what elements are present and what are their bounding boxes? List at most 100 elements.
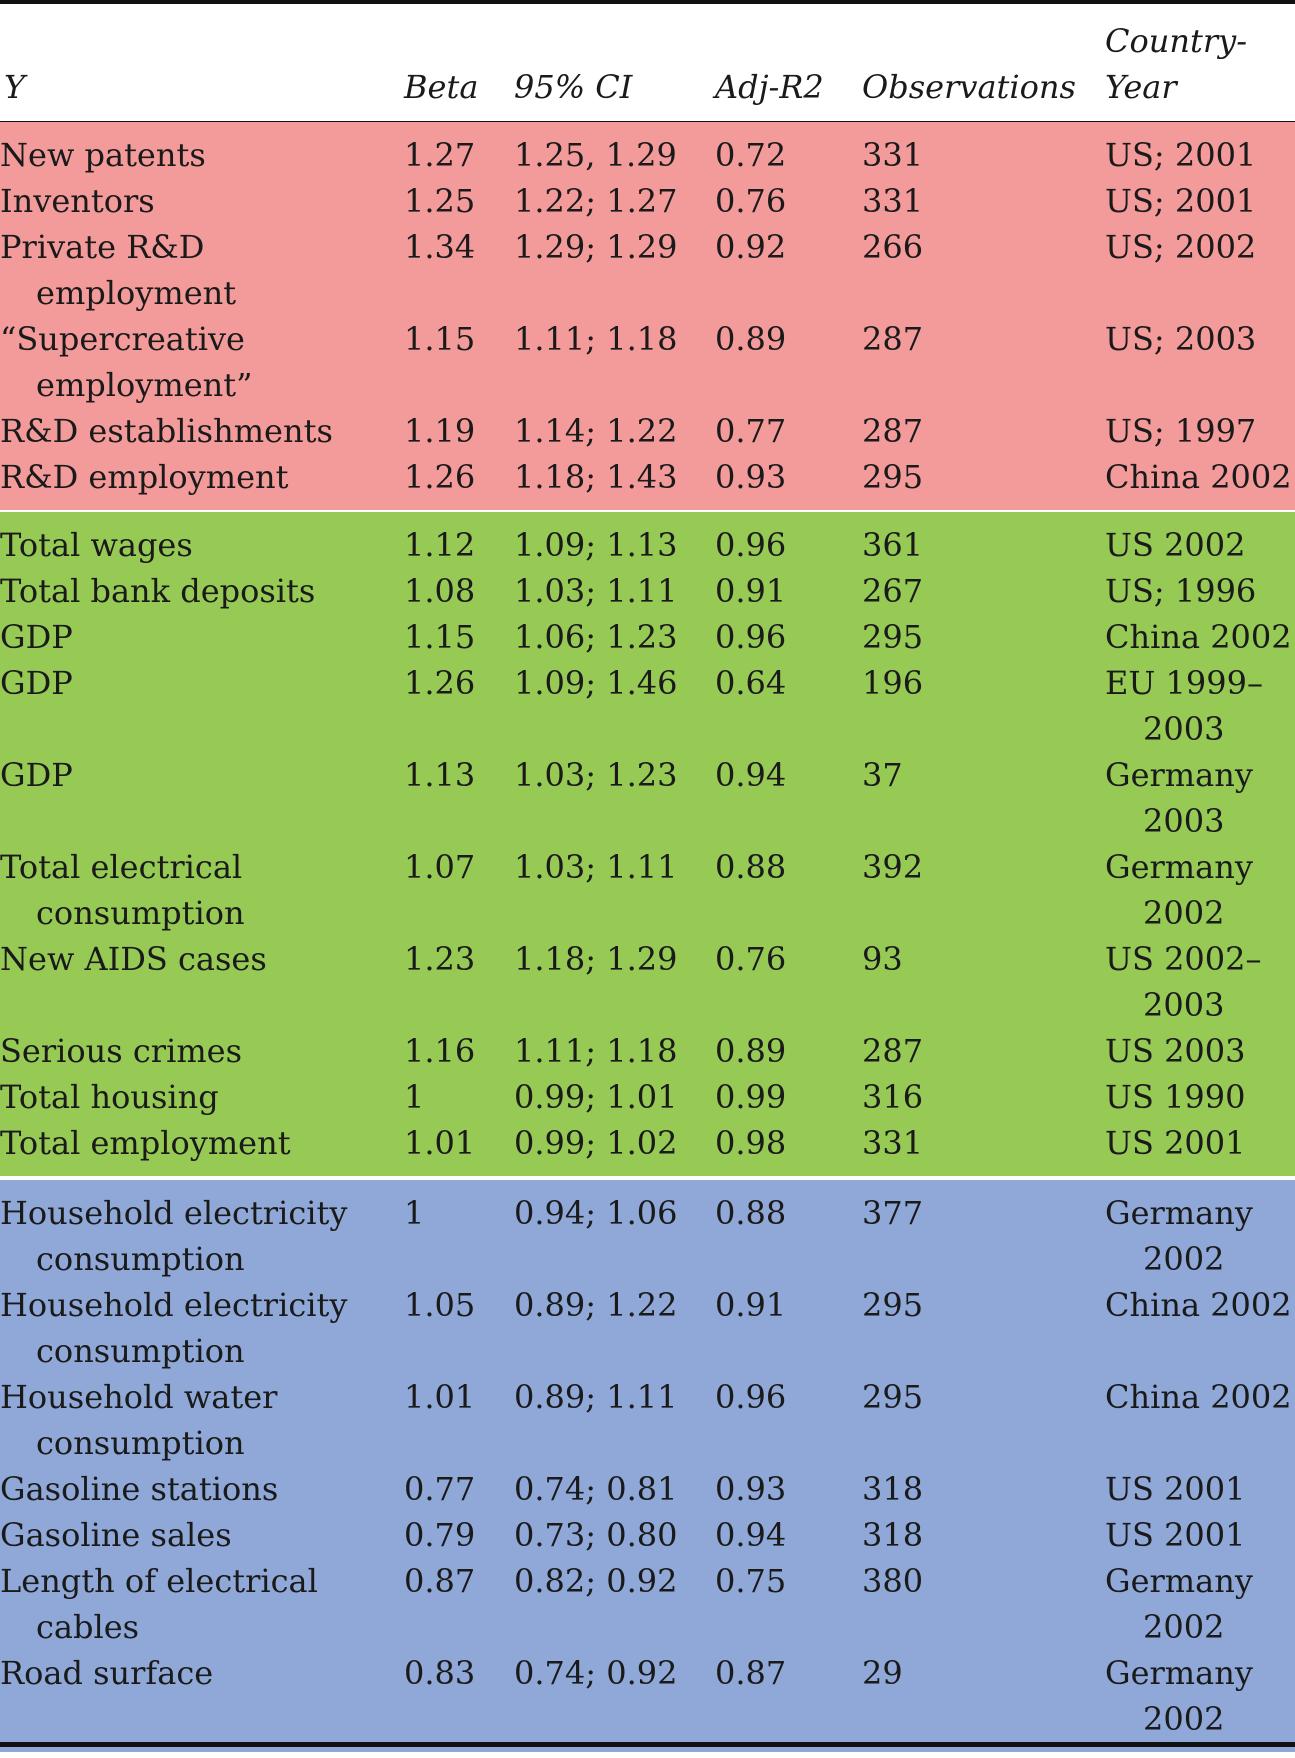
cell-ci: 0.74; 0.92 [514,1654,678,1692]
header-country-year-line-1: Country- [1105,22,1248,60]
cell-ci: 0.82; 0.92 [514,1562,678,1600]
header-y: Y [4,68,26,106]
group-band-1 [0,122,1295,510]
cell-y: Total bank deposits [0,572,316,610]
table-row: Gasoline stations 0.77 0.74; 0.81 0.93 318 US… [0,1466,1295,1512]
cell-ci: 0.89; 1.22 [514,1286,678,1324]
cell-adj-r2: 0.94 [715,756,787,794]
cell-observations: 361 [862,526,924,564]
table-row: R&D employment 1.26 1.18; 1.43 0.93 295 China… [0,454,1295,500]
cell-ci: 0.73; 0.80 [514,1516,678,1554]
cell-y: Total employment [0,1124,291,1162]
cell-observations: 295 [862,458,924,496]
cell-adj-r2: 0.72 [715,136,787,174]
table-row: New AIDS cases 1.23 1.18; 1.29 0.76 93 US 200… [0,936,1295,1028]
cell-observations: 377 [862,1194,924,1232]
cell-country-year: China 2002 [1105,458,1292,496]
cell-country-year: China 2002 [1105,1378,1292,1416]
cell-country-year: China 2002 [1105,618,1292,656]
table-row: Serious crimes 1.16 1.11; 1.18 0.89 287 US 20… [0,1028,1295,1074]
table-row: Total housing 1 0.99; 1.01 0.99 316 US 1990 [0,1074,1295,1120]
cell-observations: 93 [862,940,903,978]
cell-beta: 1.27 [404,136,476,174]
cell-observations: 266 [862,228,924,266]
cell-ci: 1.11; 1.18 [514,320,678,358]
table-row: Total electrical consumption 1.07 1.03; 1.… [0,844,1295,936]
cell-adj-r2: 0.91 [715,1286,787,1324]
cell-country-year-line-1: US 2002– [1105,940,1262,978]
cell-ci: 1.03; 1.23 [514,756,678,794]
cell-beta: 1.25 [404,182,476,220]
cell-y: Total housing [0,1078,219,1116]
cell-beta: 1.15 [404,320,476,358]
cell-ci: 1.11; 1.18 [514,1032,678,1070]
cell-country-year-line-2: 2003 [1143,802,1225,840]
cell-y: Private R&D employment [0,228,237,312]
cell-observations: 267 [862,572,924,610]
table-row: Inventors 1.25 1.22; 1.27 0.76 331 US; 2001 [0,178,1295,224]
cell-beta: 1.16 [404,1032,476,1070]
cell-country-year: US; 2002 [1105,228,1257,266]
cell-country-year: US; 2001 [1105,182,1257,220]
cell-country-year: US; 1996 [1105,572,1257,610]
cell-ci: 1.09; 1.46 [514,664,678,702]
group-band-2 [0,512,1295,1176]
cell-y: GDP [0,618,73,656]
cell-beta: 1.05 [404,1286,476,1324]
cell-observations: 331 [862,136,924,174]
cell-y: “Supercreative employment” [0,320,253,404]
cell-beta: 1.23 [404,940,476,978]
cell-adj-r2: 0.91 [715,572,787,610]
cell-y: Total electrical consumption [0,848,245,932]
cell-adj-r2: 0.92 [715,228,787,266]
cell-observations: 331 [862,1124,924,1162]
cell-observations: 331 [862,182,924,220]
cell-adj-r2: 0.87 [715,1654,787,1692]
cell-y: Household electricity consumption [0,1286,348,1370]
cell-ci: 0.74; 0.81 [514,1470,678,1508]
cell-ci: 1.18; 1.43 [514,458,678,496]
cell-adj-r2: 0.96 [715,1378,787,1416]
cell-y: GDP [0,664,73,702]
table-row: Total bank deposits 1.08 1.03; 1.11 0.91 267… [0,568,1295,614]
cell-beta: 0.83 [404,1654,476,1692]
cell-adj-r2: 0.75 [715,1562,787,1600]
cell-y: Inventors [0,182,155,220]
cell-adj-r2: 0.76 [715,182,787,220]
cell-country-year: Germany 2002 [1105,1558,1253,1650]
cell-beta: 1.34 [404,228,476,266]
cell-observations: 318 [862,1516,924,1554]
cell-country-year: US 2003 [1105,1032,1246,1070]
cell-country-year-line-1: Germany [1105,1194,1253,1232]
top-rule [0,0,1295,4]
cell-beta: 0.79 [404,1516,476,1554]
cell-y: R&D establishments [0,412,333,450]
table-row: Total employment 1.01 0.99; 1.02 0.98 331 US … [0,1120,1295,1166]
cell-country-year: US 2001 [1105,1124,1246,1162]
cell-beta: 1.15 [404,618,476,656]
table-row: Household electricity consumption 1.05 0.8… [0,1282,1295,1374]
cell-country-year-line-1: Germany [1105,1654,1253,1692]
cell-y: New patents [0,136,206,174]
table-row: Household water consumption 1.01 0.89; 1.1… [0,1374,1295,1466]
cell-observations: 316 [862,1078,924,1116]
table-row: Total wages 1.12 1.09; 1.13 0.96 361 US 2002 [0,522,1295,568]
cell-country-year: China 2002 [1105,1286,1292,1324]
cell-observations: 29 [862,1654,903,1692]
header-observations: Observations [862,68,1076,106]
header-country-year-line-2: Year [1105,68,1177,106]
cell-y: Total wages [0,526,193,564]
cell-country-year: Germany 2003 [1105,752,1253,844]
table-row: New patents 1.27 1.25, 1.29 0.72 331 US; 2001 [0,132,1295,178]
cell-y: Length of electrical cables [0,1562,318,1646]
cell-observations: 295 [862,1286,924,1324]
cell-beta: 1.13 [404,756,476,794]
cell-country-year-line-2: 2002 [1143,1240,1225,1278]
cell-adj-r2: 0.99 [715,1078,787,1116]
cell-adj-r2: 0.93 [715,1470,787,1508]
cell-observations: 295 [862,1378,924,1416]
table-row: GDP 1.15 1.06; 1.23 0.96 295 China 2002 [0,614,1295,660]
header-ci: 95% CI [514,68,633,106]
cell-beta: 1.01 [404,1124,476,1162]
cell-ci: 1.14; 1.22 [514,412,678,450]
